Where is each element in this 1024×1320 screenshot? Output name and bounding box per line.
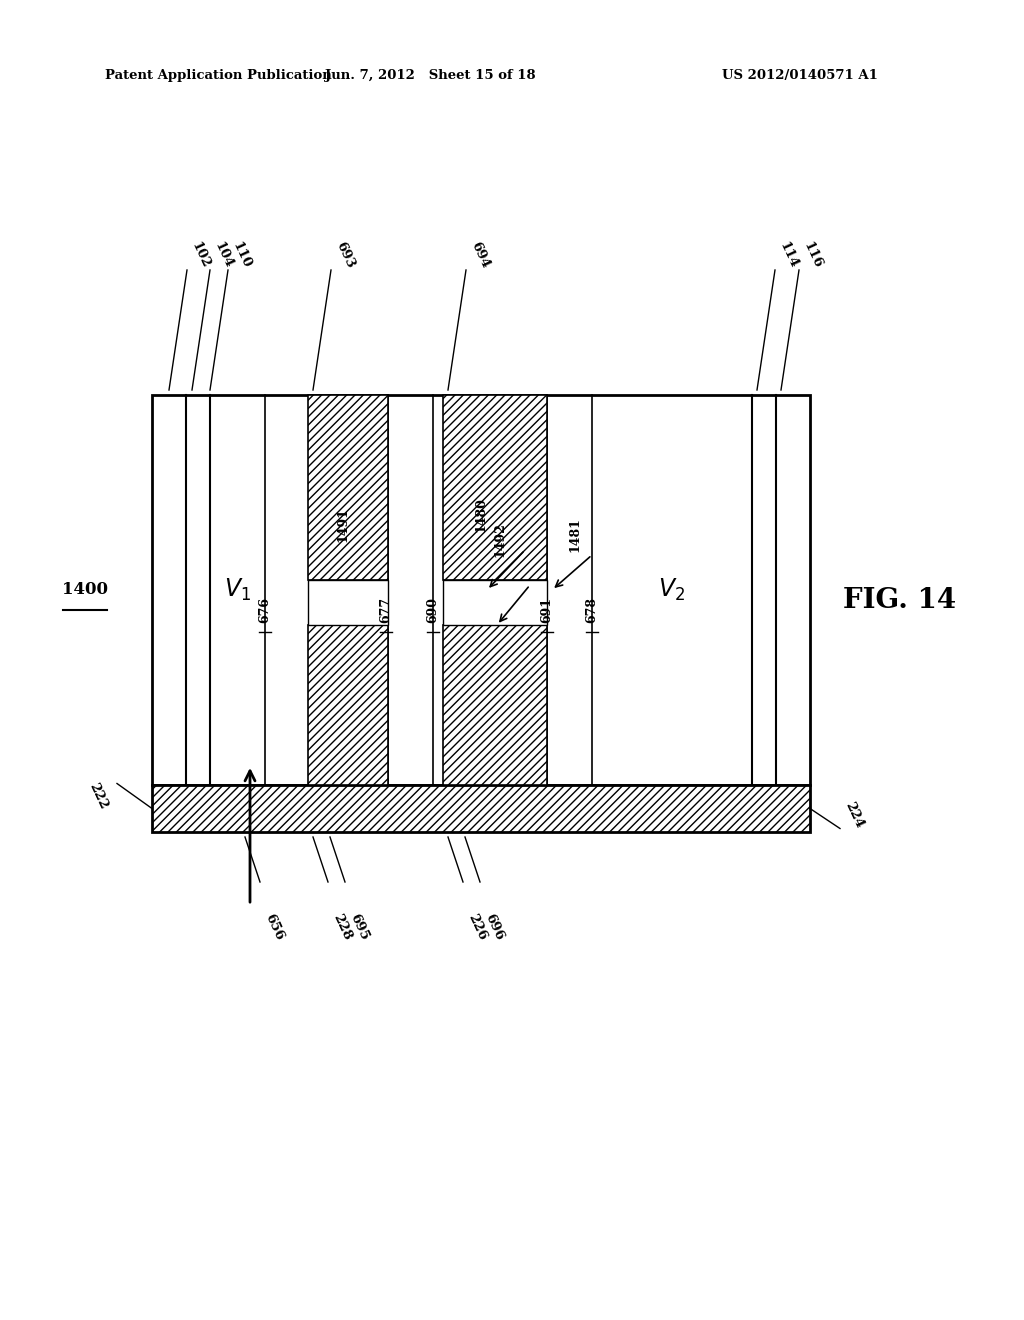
Text: Jun. 7, 2012   Sheet 15 of 18: Jun. 7, 2012 Sheet 15 of 18 xyxy=(325,69,536,82)
Bar xyxy=(443,395,547,579)
Bar xyxy=(308,395,388,579)
Bar xyxy=(152,395,810,785)
Bar xyxy=(152,785,810,832)
Text: 224: 224 xyxy=(842,800,865,830)
Text: $V_2$: $V_2$ xyxy=(658,577,685,603)
Text: 102: 102 xyxy=(189,240,212,271)
Text: 693: 693 xyxy=(333,240,356,271)
Text: 226: 226 xyxy=(465,912,488,942)
Text: 116: 116 xyxy=(801,240,824,271)
Text: $V_1$: $V_1$ xyxy=(224,577,251,603)
Text: US 2012/0140571 A1: US 2012/0140571 A1 xyxy=(722,69,878,82)
Text: 1480: 1480 xyxy=(474,498,487,532)
Text: 690: 690 xyxy=(427,597,439,623)
Bar xyxy=(443,579,547,624)
Text: 694: 694 xyxy=(468,240,492,271)
Text: 114: 114 xyxy=(777,240,801,271)
Text: 1400: 1400 xyxy=(62,582,108,598)
Text: 696: 696 xyxy=(482,912,506,942)
Text: FIG. 14: FIG. 14 xyxy=(844,586,956,614)
Text: 1492: 1492 xyxy=(494,523,507,557)
Text: 678: 678 xyxy=(586,597,598,623)
Text: 695: 695 xyxy=(347,912,371,942)
Text: 677: 677 xyxy=(380,597,392,623)
Text: Patent Application Publication: Patent Application Publication xyxy=(105,69,332,82)
Text: 676: 676 xyxy=(258,597,271,623)
Bar xyxy=(308,624,388,785)
Text: 228: 228 xyxy=(330,912,353,942)
Text: 656: 656 xyxy=(262,912,286,942)
Text: 1481: 1481 xyxy=(568,517,582,553)
Text: 691: 691 xyxy=(541,597,554,623)
Text: 110: 110 xyxy=(230,240,254,271)
Bar xyxy=(443,624,547,785)
Bar xyxy=(308,579,388,624)
Text: 1491: 1491 xyxy=(337,508,349,543)
Text: 222: 222 xyxy=(86,780,110,812)
Text: 104: 104 xyxy=(212,240,236,271)
